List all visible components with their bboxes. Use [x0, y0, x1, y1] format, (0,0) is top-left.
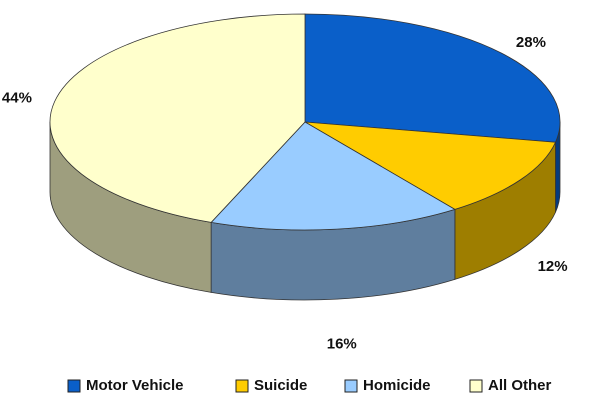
data-label: 44% [2, 90, 32, 107]
legend-label: Homicide [363, 377, 431, 394]
data-label: 16% [327, 336, 357, 353]
pie-slice [210, 121, 456, 231]
legend-swatch [344, 379, 358, 393]
legend-swatch [469, 379, 483, 393]
pie-slice [304, 13, 561, 143]
legend-swatch [67, 379, 81, 393]
data-label: 28% [516, 34, 546, 51]
legend-label: All Other [488, 377, 552, 394]
pie-slice [304, 121, 557, 210]
legend-label: Suicide [254, 377, 307, 394]
pie-slice [49, 13, 306, 223]
legend-swatch [235, 379, 249, 393]
legend-label: Motor Vehicle [86, 377, 184, 394]
data-label: 12% [538, 258, 568, 275]
